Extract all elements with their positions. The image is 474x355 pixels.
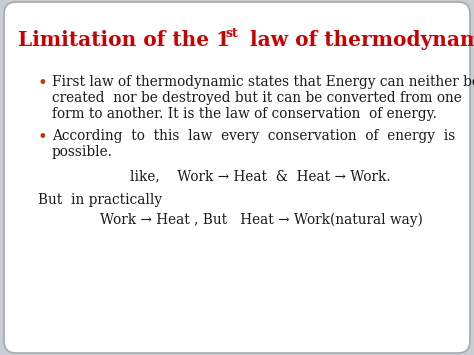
Text: possible.: possible. [52,145,113,159]
FancyBboxPatch shape [4,2,470,353]
Text: According  to  this  law  every  conservation  of  energy  is: According to this law every conservation… [52,129,455,143]
Text: like,    Work → Heat  &  Heat → Work.: like, Work → Heat & Heat → Work. [130,169,391,183]
Text: •: • [38,75,48,92]
Text: But  in practically: But in practically [38,193,162,207]
Text: law of thermodynamics: law of thermodynamics [243,30,474,50]
Text: form to another. It is the law of conservation  of energy.: form to another. It is the law of conser… [52,107,437,121]
Text: Limitation of the 1: Limitation of the 1 [18,30,230,50]
Text: st: st [226,27,239,40]
Text: created  nor be destroyed but it can be converted from one: created nor be destroyed but it can be c… [52,91,462,105]
Text: •: • [38,129,48,146]
Text: Work → Heat , But   Heat → Work(natural way): Work → Heat , But Heat → Work(natural wa… [100,213,423,228]
Text: First law of thermodynamic states that Energy can neither be: First law of thermodynamic states that E… [52,75,474,89]
